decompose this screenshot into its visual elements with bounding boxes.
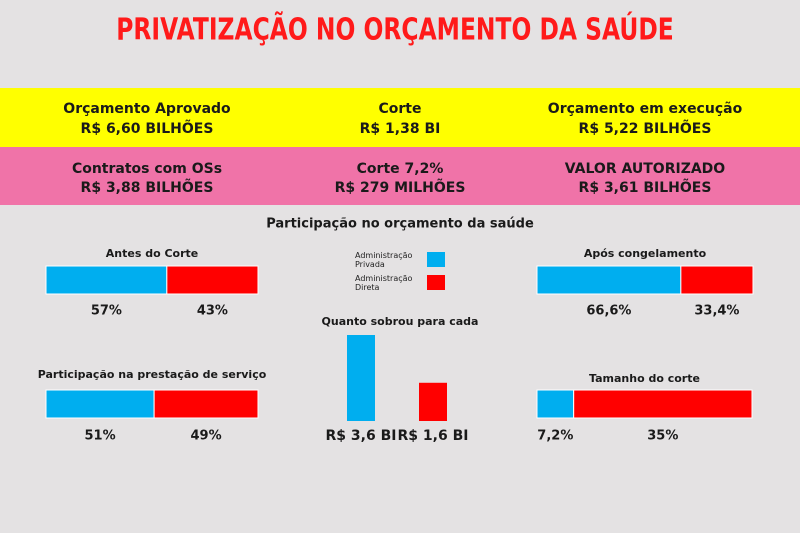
chart-title: Após congelamento (584, 247, 707, 260)
info-label: Orçamento em execução (548, 101, 743, 117)
info-value: R$ 5,22 BILHÕES (579, 119, 712, 137)
value-label: 43% (197, 304, 228, 319)
info-label: Orçamento Aprovado (63, 101, 231, 117)
info-label: Contratos com OSs (72, 161, 222, 177)
bar-segment (680, 265, 754, 295)
bar-segment (45, 265, 168, 295)
legend-label: Administração Direta (355, 274, 413, 292)
bar (419, 382, 447, 421)
chart-title: Antes do Corte (106, 247, 198, 260)
bar-segment (536, 265, 682, 295)
value-label: 35% (647, 429, 678, 444)
info-value: R$ 1,38 BI (360, 121, 441, 137)
info-value: R$ 279 MILHÕES (335, 178, 466, 196)
value-label: R$ 1,6 BI (398, 428, 469, 444)
pink-band (0, 147, 800, 205)
info-value: R$ 3,88 BILHÕES (81, 178, 214, 196)
value-label: 51% (84, 429, 115, 444)
title: PRIVATIZAÇÃO NO ORÇAMENTO DA SAÚDE (116, 11, 674, 47)
value-label: 66,6% (586, 304, 631, 319)
info-value: R$ 6,60 BILHÕES (81, 119, 214, 137)
section-title: Participação no orçamento da saúde (266, 217, 534, 232)
legend-swatch (427, 252, 445, 267)
info-label: Corte 7,2% (357, 161, 444, 177)
value-label: 49% (190, 429, 221, 444)
info-value: R$ 3,61 BILHÕES (579, 178, 712, 196)
chart-title: Quanto sobrou para cada (322, 315, 479, 328)
bar-segment (45, 389, 155, 419)
value-label: R$ 3,6 BI (326, 428, 397, 444)
value-label: 33,4% (694, 304, 739, 319)
chart-title: Tamanho do corte (589, 372, 700, 385)
yellow-band (0, 88, 800, 147)
bar-segment (153, 389, 259, 419)
bar-segment (573, 389, 753, 419)
bar-segment (166, 265, 259, 295)
info-label: VALOR AUTORIZADO (565, 161, 726, 177)
info-label: Corte (379, 101, 422, 117)
legend-swatch (427, 275, 445, 290)
value-label: 7,2% (537, 429, 573, 444)
legend-label: Administração Privada (355, 251, 413, 269)
bar-segment (536, 389, 575, 419)
value-label: 57% (91, 304, 122, 319)
bar (347, 335, 375, 421)
chart-title: Participação na prestação de serviço (38, 368, 267, 381)
